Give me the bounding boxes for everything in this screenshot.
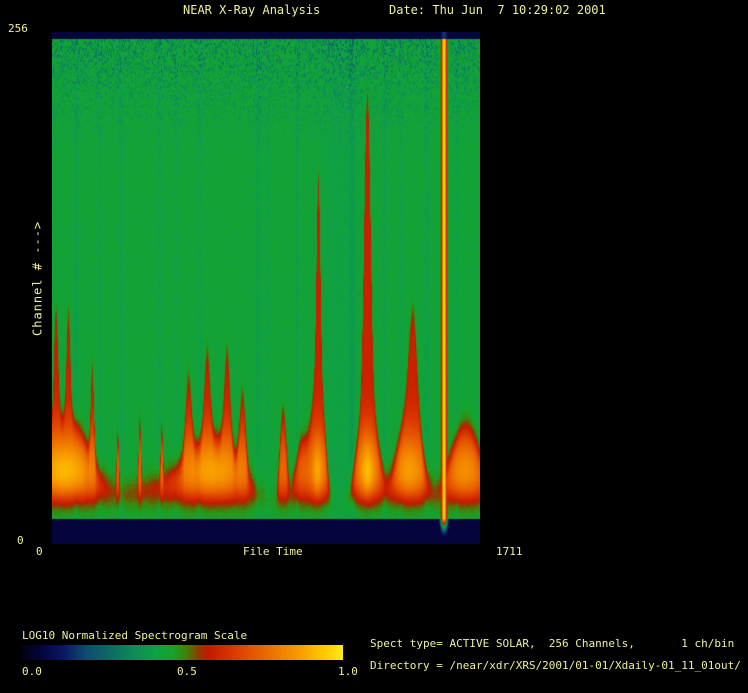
colorbar-label: LOG10 Normalized Spectrogram Scale [22,629,248,642]
x-axis-title: File Time [243,545,303,558]
directory-line: Directory = /near/xdr/XRS/2001/01-01/Xda… [370,659,741,672]
x-axis-max-label: 1711 [496,545,523,558]
x-axis-min-label: 0 [36,545,43,558]
page-title: NEAR X-Ray Analysis [183,3,321,17]
spectrogram-canvas [52,32,480,544]
header-date: Date: Thu Jun 7 10:29:02 2001 [389,3,606,17]
spect-type-line: Spect type= ACTIVE SOLAR, 256 Channels, … [370,637,735,650]
colorbar-tick-max: 1.0 [338,665,358,678]
y-axis-max-label: 256 [8,22,28,35]
colorbar-tick-mid: 0.5 [177,665,197,678]
y-axis-min-label: 0 [17,534,24,547]
y-axis-title: Channel # ---> [30,220,45,336]
colorbar-gradient [22,645,343,660]
colorbar-tick-min: 0.0 [22,665,42,678]
